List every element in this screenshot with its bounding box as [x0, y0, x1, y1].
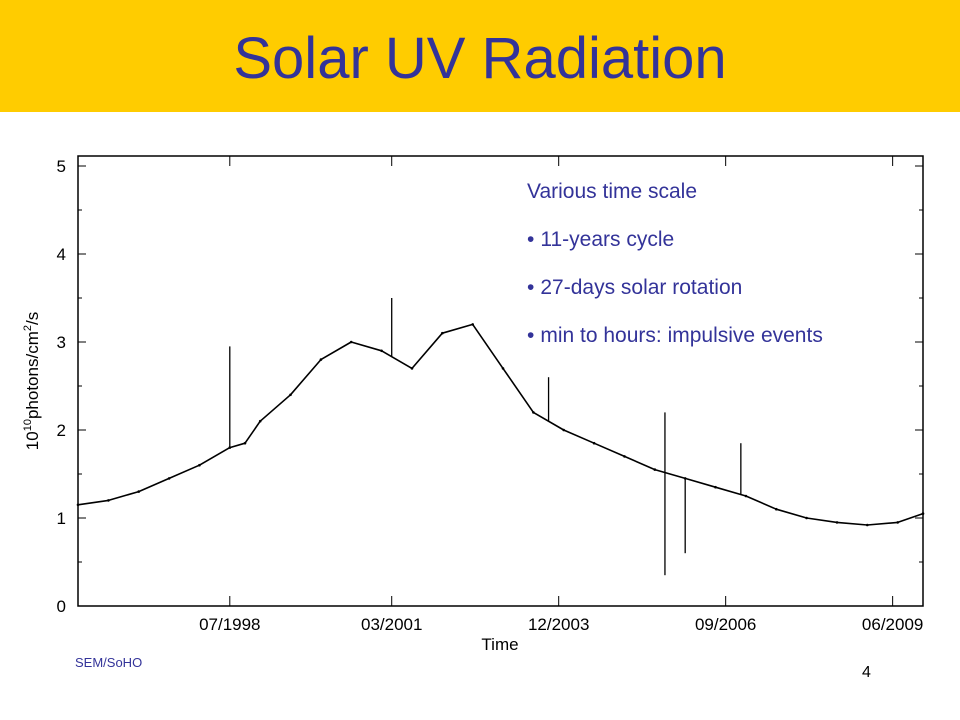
series-line: [77, 323, 924, 526]
x-tick-label: 12/2003: [528, 615, 589, 634]
data-point: [137, 490, 140, 493]
data-point: [349, 340, 353, 344]
data-point: [289, 393, 292, 397]
data-point: [744, 494, 748, 498]
data-point: [623, 455, 626, 458]
data-point: [76, 503, 80, 507]
data-point: [441, 331, 444, 335]
series-layer: [76, 298, 925, 576]
slide-title: Solar UV Radiation: [233, 26, 727, 91]
data-point: [198, 463, 201, 467]
slide-number: 4: [862, 664, 871, 681]
note-item: • 27-days solar rotation: [527, 276, 823, 300]
x-tick-label: 09/2006: [695, 615, 756, 634]
data-point: [835, 521, 839, 524]
bullet-icon: •: [527, 276, 535, 299]
y-tick-label: 0: [57, 597, 66, 616]
y-tick-label: 3: [57, 333, 66, 352]
data-point: [805, 516, 808, 520]
data-point: [501, 367, 505, 370]
x-tick-label: 07/1998: [199, 615, 260, 634]
data-point: [921, 512, 925, 515]
x-tick-label: 03/2001: [361, 615, 422, 634]
data-point: [243, 441, 247, 445]
note-text: 11-years cycle: [540, 228, 675, 251]
data-point: [896, 521, 899, 524]
notes-heading: Various time scale: [527, 180, 698, 203]
data-point: [532, 411, 535, 414]
data-point: [775, 507, 778, 511]
data-point: [167, 477, 171, 480]
data-point: [866, 523, 869, 527]
data-point: [258, 419, 262, 423]
bullet-icon: •: [527, 324, 535, 347]
note-item: • 11-years cycle: [527, 228, 823, 252]
data-point: [562, 428, 565, 432]
data-point: [319, 358, 323, 361]
note-text: min to hours: impulsive events: [540, 324, 823, 347]
note-item: • min to hours: impulsive events: [527, 324, 823, 348]
y-axis: 0 1 2 3 4 5: [57, 157, 923, 616]
data-point: [107, 499, 110, 502]
y-tick-label: 2: [57, 421, 66, 440]
y-tick-label: 1: [57, 509, 66, 528]
source-credit: SEM/SoHO: [75, 655, 143, 670]
y-tick-label: 5: [57, 157, 66, 176]
data-point: [653, 468, 657, 471]
y-tick-label: 4: [57, 245, 66, 264]
data-point: [380, 349, 383, 353]
y-axis-label: 1010photons/cm2/s: [22, 312, 42, 450]
data-point: [471, 323, 475, 326]
x-axis: 07/1998 03/2001 12/2003 09/2006 06/2009: [199, 156, 923, 634]
x-axis-label: Time: [481, 635, 518, 654]
title-bar: [0, 0, 960, 112]
note-text: 27-days solar rotation: [540, 276, 743, 299]
uv-chart: 0 1 2 3 4 5 07/1998 03/2001 12/2003 09/2006 06/20…: [22, 155, 925, 654]
plot-frame: [77, 155, 924, 607]
data-point: [410, 367, 414, 370]
notes-box: Various time scale • 11-years cycle • 27-d…: [527, 180, 823, 348]
x-tick-label: 06/2009: [862, 615, 923, 634]
bullet-icon: •: [527, 228, 535, 251]
data-point: [714, 485, 717, 489]
data-point: [592, 441, 596, 445]
